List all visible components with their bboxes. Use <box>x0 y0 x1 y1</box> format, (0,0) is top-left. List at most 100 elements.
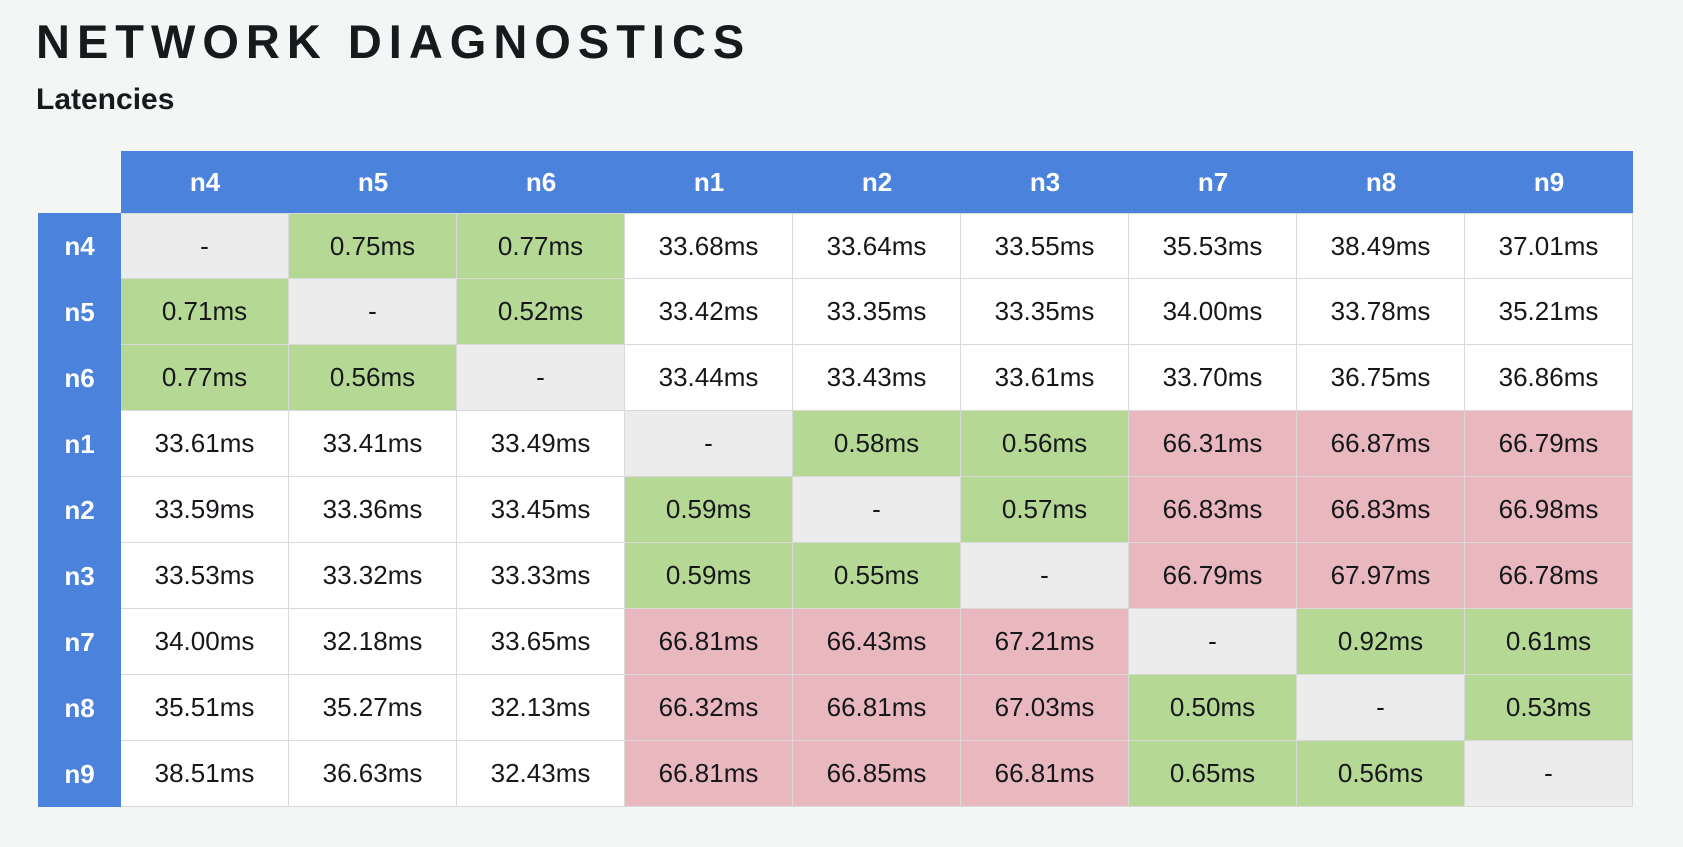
column-header-n7[interactable]: n7 <box>1129 151 1297 213</box>
latency-cell-n9-n5[interactable]: 36.63ms <box>289 741 457 807</box>
latency-cell-n2-n5[interactable]: 33.36ms <box>289 477 457 543</box>
latency-cell-n4-n2[interactable]: 33.64ms <box>793 213 961 279</box>
latency-cell-n5-n5[interactable]: - <box>289 279 457 345</box>
latency-cell-n4-n9[interactable]: 37.01ms <box>1465 213 1633 279</box>
latency-cell-n1-n4[interactable]: 33.61ms <box>121 411 289 477</box>
latency-cell-n5-n4[interactable]: 0.71ms <box>121 279 289 345</box>
column-header-n8[interactable]: n8 <box>1297 151 1465 213</box>
latency-cell-n3-n1[interactable]: 0.59ms <box>625 543 793 609</box>
latency-cell-n7-n3[interactable]: 67.21ms <box>961 609 1129 675</box>
latency-cell-n4-n6[interactable]: 0.77ms <box>457 213 625 279</box>
latency-cell-n9-n3[interactable]: 66.81ms <box>961 741 1129 807</box>
latency-cell-n8-n8[interactable]: - <box>1297 675 1465 741</box>
column-header-n5[interactable]: n5 <box>289 151 457 213</box>
latency-cell-n6-n9[interactable]: 36.86ms <box>1465 345 1633 411</box>
latency-cell-n3-n4[interactable]: 33.53ms <box>121 543 289 609</box>
column-header-n4[interactable]: n4 <box>121 151 289 213</box>
latency-cell-n6-n5[interactable]: 0.56ms <box>289 345 457 411</box>
row-header-n3[interactable]: n3 <box>38 543 121 609</box>
latency-cell-n8-n4[interactable]: 35.51ms <box>121 675 289 741</box>
latency-cell-n4-n7[interactable]: 35.53ms <box>1129 213 1297 279</box>
column-header-n3[interactable]: n3 <box>961 151 1129 213</box>
latency-cell-n5-n7[interactable]: 34.00ms <box>1129 279 1297 345</box>
latency-cell-n3-n2[interactable]: 0.55ms <box>793 543 961 609</box>
row-header-n1[interactable]: n1 <box>38 411 121 477</box>
latency-cell-n7-n1[interactable]: 66.81ms <box>625 609 793 675</box>
latency-cell-n2-n7[interactable]: 66.83ms <box>1129 477 1297 543</box>
latency-cell-n8-n9[interactable]: 0.53ms <box>1465 675 1633 741</box>
corner-cell <box>38 151 121 213</box>
row-header-n5[interactable]: n5 <box>38 279 121 345</box>
latency-cell-n5-n2[interactable]: 33.35ms <box>793 279 961 345</box>
latency-cell-n8-n7[interactable]: 0.50ms <box>1129 675 1297 741</box>
latency-cell-n9-n6[interactable]: 32.43ms <box>457 741 625 807</box>
latency-cell-n8-n1[interactable]: 66.32ms <box>625 675 793 741</box>
latency-cell-n4-n3[interactable]: 33.55ms <box>961 213 1129 279</box>
latency-cell-n7-n9[interactable]: 0.61ms <box>1465 609 1633 675</box>
latency-cell-n3-n7[interactable]: 66.79ms <box>1129 543 1297 609</box>
column-header-n2[interactable]: n2 <box>793 151 961 213</box>
latency-cell-n2-n1[interactable]: 0.59ms <box>625 477 793 543</box>
row-header-n8[interactable]: n8 <box>38 675 121 741</box>
latency-cell-n6-n4[interactable]: 0.77ms <box>121 345 289 411</box>
latency-cell-n9-n4[interactable]: 38.51ms <box>121 741 289 807</box>
row-header-n4[interactable]: n4 <box>38 213 121 279</box>
latency-cell-n7-n6[interactable]: 33.65ms <box>457 609 625 675</box>
column-header-n1[interactable]: n1 <box>625 151 793 213</box>
latency-cell-n2-n9[interactable]: 66.98ms <box>1465 477 1633 543</box>
latency-cell-n2-n4[interactable]: 33.59ms <box>121 477 289 543</box>
latency-cell-n5-n6[interactable]: 0.52ms <box>457 279 625 345</box>
latency-cell-n1-n6[interactable]: 33.49ms <box>457 411 625 477</box>
latency-cell-n1-n9[interactable]: 66.79ms <box>1465 411 1633 477</box>
latency-cell-n6-n3[interactable]: 33.61ms <box>961 345 1129 411</box>
latency-cell-n6-n6[interactable]: - <box>457 345 625 411</box>
latency-cell-n6-n8[interactable]: 36.75ms <box>1297 345 1465 411</box>
latency-cell-n6-n1[interactable]: 33.44ms <box>625 345 793 411</box>
latency-cell-n3-n3[interactable]: - <box>961 543 1129 609</box>
latency-cell-n6-n2[interactable]: 33.43ms <box>793 345 961 411</box>
column-header-n6[interactable]: n6 <box>457 151 625 213</box>
latency-cell-n4-n5[interactable]: 0.75ms <box>289 213 457 279</box>
latency-cell-n4-n1[interactable]: 33.68ms <box>625 213 793 279</box>
latency-cell-n5-n3[interactable]: 33.35ms <box>961 279 1129 345</box>
latency-cell-n5-n1[interactable]: 33.42ms <box>625 279 793 345</box>
latency-cell-n7-n7[interactable]: - <box>1129 609 1297 675</box>
latency-cell-n4-n4[interactable]: - <box>121 213 289 279</box>
latency-cell-n3-n5[interactable]: 33.32ms <box>289 543 457 609</box>
latency-cell-n8-n3[interactable]: 67.03ms <box>961 675 1129 741</box>
latency-cell-n1-n7[interactable]: 66.31ms <box>1129 411 1297 477</box>
row-header-n6[interactable]: n6 <box>38 345 121 411</box>
latency-cell-n9-n7[interactable]: 0.65ms <box>1129 741 1297 807</box>
row-header-n7[interactable]: n7 <box>38 609 121 675</box>
row-header-n9[interactable]: n9 <box>38 741 121 807</box>
latency-cell-n9-n1[interactable]: 66.81ms <box>625 741 793 807</box>
column-header-n9[interactable]: n9 <box>1465 151 1633 213</box>
latency-cell-n9-n9[interactable]: - <box>1465 741 1633 807</box>
latency-cell-n4-n8[interactable]: 38.49ms <box>1297 213 1465 279</box>
latency-cell-n7-n8[interactable]: 0.92ms <box>1297 609 1465 675</box>
latency-cell-n1-n8[interactable]: 66.87ms <box>1297 411 1465 477</box>
latency-cell-n2-n6[interactable]: 33.45ms <box>457 477 625 543</box>
latency-cell-n7-n2[interactable]: 66.43ms <box>793 609 961 675</box>
latency-cell-n1-n5[interactable]: 33.41ms <box>289 411 457 477</box>
latency-cell-n9-n8[interactable]: 0.56ms <box>1297 741 1465 807</box>
latency-cell-n7-n5[interactable]: 32.18ms <box>289 609 457 675</box>
latency-cell-n1-n3[interactable]: 0.56ms <box>961 411 1129 477</box>
latency-cell-n2-n3[interactable]: 0.57ms <box>961 477 1129 543</box>
latency-cell-n8-n2[interactable]: 66.81ms <box>793 675 961 741</box>
latency-cell-n3-n9[interactable]: 66.78ms <box>1465 543 1633 609</box>
latency-cell-n9-n2[interactable]: 66.85ms <box>793 741 961 807</box>
latency-cell-n1-n1[interactable]: - <box>625 411 793 477</box>
latency-cell-n2-n8[interactable]: 66.83ms <box>1297 477 1465 543</box>
row-header-n2[interactable]: n2 <box>38 477 121 543</box>
latency-cell-n1-n2[interactable]: 0.58ms <box>793 411 961 477</box>
latency-cell-n2-n2[interactable]: - <box>793 477 961 543</box>
latency-cell-n6-n7[interactable]: 33.70ms <box>1129 345 1297 411</box>
latency-cell-n3-n8[interactable]: 67.97ms <box>1297 543 1465 609</box>
latency-cell-n7-n4[interactable]: 34.00ms <box>121 609 289 675</box>
latency-cell-n5-n9[interactable]: 35.21ms <box>1465 279 1633 345</box>
latency-cell-n5-n8[interactable]: 33.78ms <box>1297 279 1465 345</box>
latency-cell-n8-n6[interactable]: 32.13ms <box>457 675 625 741</box>
latency-cell-n3-n6[interactable]: 33.33ms <box>457 543 625 609</box>
latency-cell-n8-n5[interactable]: 35.27ms <box>289 675 457 741</box>
